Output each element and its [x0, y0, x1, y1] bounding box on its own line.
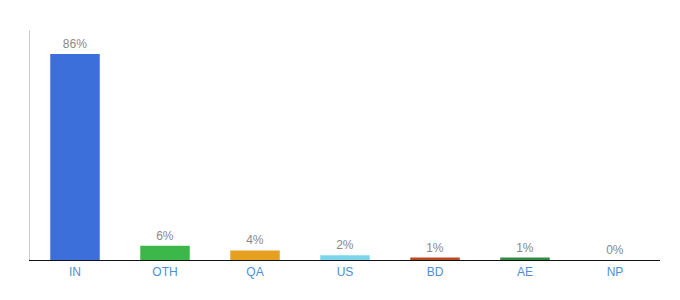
svg-text:AE: AE [517, 265, 533, 279]
svg-text:1%: 1% [426, 241, 444, 255]
svg-text:IN: IN [69, 265, 81, 279]
svg-text:BD: BD [427, 265, 444, 279]
svg-text:0%: 0% [606, 243, 624, 257]
svg-text:QA: QA [246, 265, 263, 279]
svg-text:2%: 2% [336, 238, 354, 252]
svg-text:6%: 6% [156, 229, 174, 243]
svg-text:4%: 4% [246, 233, 264, 247]
svg-text:86%: 86% [63, 37, 87, 51]
svg-text:NP: NP [607, 265, 624, 279]
svg-text:1%: 1% [516, 241, 534, 255]
svg-text:US: US [337, 265, 354, 279]
svg-text:OTH: OTH [152, 265, 177, 279]
